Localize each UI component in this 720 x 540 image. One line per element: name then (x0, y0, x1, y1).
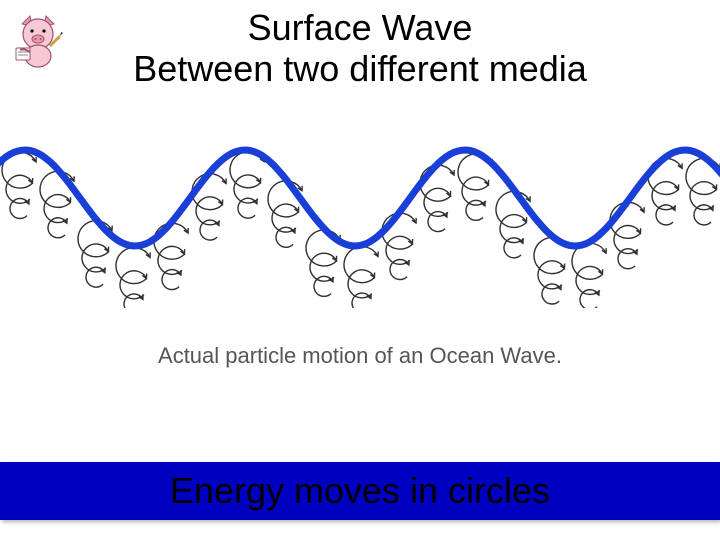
diagram-caption: Actual particle motion of an Ocean Wave. (0, 343, 720, 369)
page-title: Surface Wave (0, 6, 720, 49)
footer-text: Energy moves in circles (0, 462, 720, 520)
pig-mascot-icon (10, 12, 66, 68)
wave-diagram (0, 108, 720, 313)
page-subtitle: Between two different media (0, 47, 720, 90)
